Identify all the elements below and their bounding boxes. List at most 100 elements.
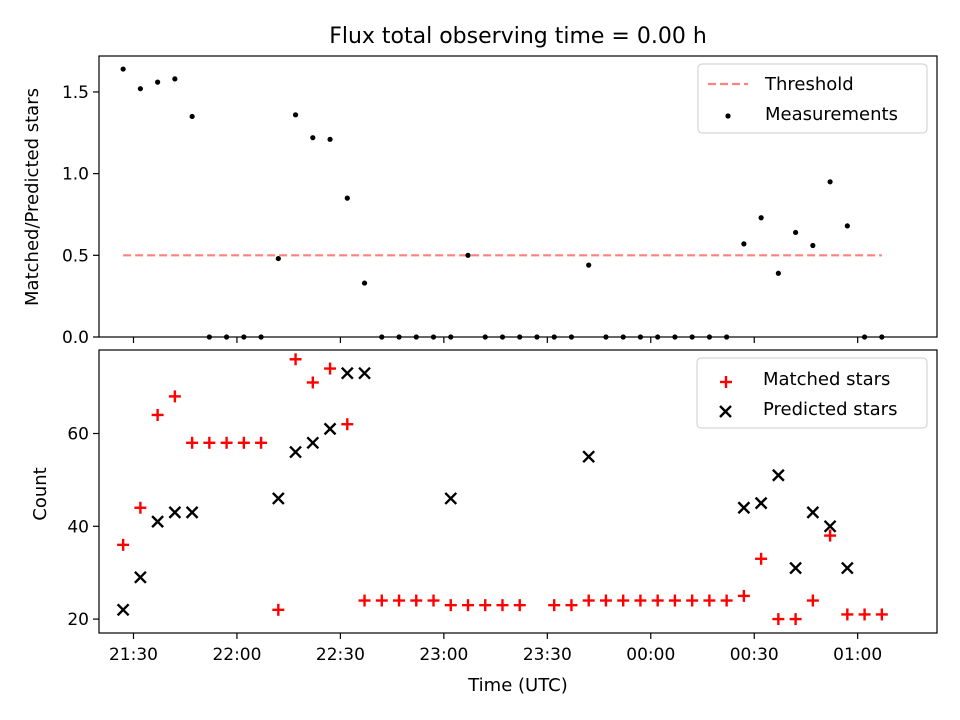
bottom-axes-frame xyxy=(98,349,938,634)
bottom-panel: 20 40 60 21:30 22:00 22:30 23:00 23:30 00:00 00:… xyxy=(30,349,938,696)
measurement-point xyxy=(465,252,471,258)
top-x-axis xyxy=(132,337,859,343)
matched-stars-point xyxy=(617,594,630,607)
bottom-y-tick-label: 60 xyxy=(67,425,89,445)
measurement-point xyxy=(586,262,592,268)
matched-stars-point xyxy=(237,436,250,449)
bottom-x-tick-label: 00:30 xyxy=(730,645,779,665)
matched-stars-point xyxy=(824,529,837,542)
measurement-point xyxy=(758,215,764,221)
matched-stars-point xyxy=(634,594,647,607)
top-y-tick-label: 0.5 xyxy=(62,246,89,266)
predicted-stars-point xyxy=(582,450,596,464)
matched-stars-point xyxy=(410,594,423,607)
predicted-stars-point xyxy=(151,515,164,529)
bottom-legend-box xyxy=(696,357,928,429)
measurement-point xyxy=(361,280,368,286)
matched-stars-point xyxy=(168,390,181,403)
measurement-point xyxy=(793,229,799,236)
top-y-axis: 0.0 0.5 1.0 1.5 xyxy=(62,83,99,348)
matched-stars-point xyxy=(151,408,164,421)
bottom-x-tick-label: 23:30 xyxy=(523,645,572,665)
measurement-point xyxy=(344,195,350,201)
matched-stars-point xyxy=(772,613,785,626)
predicted-stars-point xyxy=(806,506,820,519)
matched-stars-point xyxy=(599,594,612,607)
predicted-stars-point xyxy=(444,492,458,505)
matched-stars-point xyxy=(737,589,750,602)
matched-stars-point xyxy=(272,603,285,616)
bottom-y-tick-label: 40 xyxy=(67,517,89,537)
measurement-point xyxy=(155,79,161,85)
matched-stars-point xyxy=(668,594,681,607)
top-legend: Threshold Measurements xyxy=(697,63,928,134)
matched-stars-point xyxy=(789,613,802,626)
matched-stars-point xyxy=(255,436,268,449)
bottom-x-axis: 21:30 22:00 22:30 23:00 23:30 00:00 00:30 01:00 xyxy=(109,633,882,665)
bottom-x-tick-label: 00:00 xyxy=(626,645,675,665)
predicted-stars-point xyxy=(754,496,768,510)
predicted-stars-point xyxy=(323,422,337,436)
matched-stars-point xyxy=(341,418,354,431)
bottom-y-tick-label: 20 xyxy=(67,610,89,630)
measurement-point xyxy=(327,136,333,142)
predicted-stars-point xyxy=(358,366,371,380)
top-legend-box xyxy=(697,63,928,134)
predicted-stars-point xyxy=(840,561,854,575)
matched-stars-point xyxy=(289,353,302,366)
matched-stars-point xyxy=(444,599,457,612)
matched-stars-point xyxy=(117,538,130,551)
top-y-axis-label: Matched/Predicted stars xyxy=(22,88,43,306)
predicted-stars-point xyxy=(168,506,182,519)
bottom-plot-area xyxy=(116,353,888,626)
legend-predicted-swatch xyxy=(719,405,732,418)
matched-stars-point xyxy=(686,594,699,607)
predicted-stars-point xyxy=(185,506,199,519)
matched-stars-point xyxy=(186,436,199,449)
predicted-stars-point xyxy=(789,561,802,575)
bottom-x-axis-label: Time (UTC) xyxy=(467,675,568,696)
measurement-point xyxy=(137,86,143,92)
bottom-legend: Matched stars Predicted stars xyxy=(696,357,928,429)
chart-title: Flux total observing time = 0.00 h xyxy=(329,24,707,49)
measurement-point xyxy=(775,270,781,276)
matched-stars-point xyxy=(393,594,406,607)
predicted-stars-point xyxy=(823,519,837,533)
measurement-point xyxy=(844,223,850,229)
matched-stars-point xyxy=(513,599,526,612)
legend-matched-label: Matched stars xyxy=(763,369,890,390)
matched-stars-point xyxy=(324,362,337,375)
legend-matched-swatch xyxy=(720,376,732,388)
matched-stars-point xyxy=(306,376,319,389)
measurement-point xyxy=(275,255,281,262)
matched-stars-point xyxy=(755,552,768,565)
predicted-stars-point xyxy=(289,445,302,459)
predicted-stars-point xyxy=(340,366,354,380)
matched-stars-point xyxy=(548,599,561,612)
bottom-x-tick-label: 21:30 xyxy=(109,645,158,665)
matched-stars-point xyxy=(203,436,216,449)
bottom-x-tick-label: 22:30 xyxy=(316,645,365,665)
bottom-x-tick-label: 01:00 xyxy=(833,645,882,665)
predicted-stars-point xyxy=(306,436,320,450)
top-y-tick-label: 1.5 xyxy=(62,83,89,103)
bottom-y-axis-label: Count xyxy=(30,467,51,520)
top-y-tick-label: 1.0 xyxy=(62,165,89,185)
predicted-stars-point xyxy=(737,501,751,515)
predicted-stars-point xyxy=(772,468,785,482)
matched-stars-point xyxy=(651,594,664,607)
matched-stars-point xyxy=(427,594,440,607)
top-y-tick-label: 0.0 xyxy=(62,328,89,348)
matched-stars-point xyxy=(720,594,733,607)
legend-threshold-label: Threshold xyxy=(764,74,854,95)
bottom-x-tick-label: 23:00 xyxy=(419,645,468,665)
measurement-point xyxy=(189,113,195,120)
bottom-y-axis: 20 40 60 xyxy=(67,425,99,630)
predicted-stars-point xyxy=(271,492,285,505)
matched-stars-point xyxy=(358,594,371,607)
matched-stars-point xyxy=(479,599,492,612)
predicted-stars-point xyxy=(116,603,130,617)
matched-stars-point xyxy=(134,501,147,514)
matched-stars-point xyxy=(582,594,595,607)
legend-predicted-label: Predicted stars xyxy=(763,399,897,420)
